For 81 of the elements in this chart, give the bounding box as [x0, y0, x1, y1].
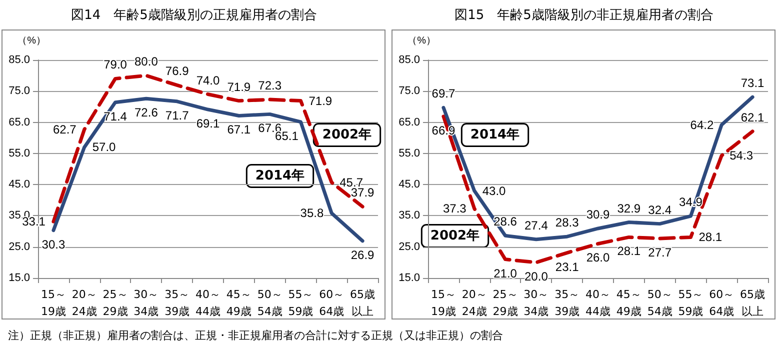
x-tick-label: 15～19歳	[430, 288, 456, 318]
data-label: 73.1	[740, 76, 765, 90]
data-label: 57.0	[92, 140, 116, 154]
chart-title: 図15 年齢5歳階級別の非正規雇用者の割合	[454, 7, 714, 23]
data-label: 76.9	[165, 64, 190, 78]
x-tick-label: 20～24歳	[462, 288, 487, 318]
data-label: 71.9	[308, 94, 332, 108]
y-tick-label: 15.0	[8, 272, 30, 284]
x-tick-label: 60～64歳	[319, 288, 344, 318]
data-label: 28.1	[698, 230, 722, 244]
y-tick-label: 55.0	[8, 147, 30, 160]
y-tick-label: 45.0	[398, 178, 420, 191]
data-label: 80.0	[134, 54, 158, 69]
y-tick-label: 75.0	[8, 85, 30, 98]
y-tick-label: 45.0	[8, 178, 30, 191]
data-label: 62.7	[53, 122, 77, 136]
x-tick-label: 50～54歳	[647, 288, 672, 318]
data-label: 71.9	[227, 80, 251, 94]
data-label: 79.0	[104, 58, 128, 72]
x-tick-label: 65歳以上	[350, 288, 376, 318]
series-label: 2002年	[322, 128, 372, 142]
data-label: 69.7	[432, 86, 456, 101]
data-label: 74.0	[196, 73, 220, 88]
data-label: 21.0	[494, 266, 518, 280]
x-tick-label: 45～49歳	[226, 288, 252, 318]
x-tick-label: 20～24歳	[72, 288, 97, 318]
x-tick-label: 65歳以上	[740, 288, 766, 318]
series-label: 2014年	[255, 168, 305, 184]
y-tick-label: 65.0	[8, 116, 30, 128]
x-tick-label: 30～34歳	[524, 288, 549, 318]
x-tick-label: 15～19歳	[40, 288, 66, 318]
x-tick-label: 40～44歳	[586, 288, 610, 318]
data-label: 26.0	[586, 250, 610, 265]
series-label: 2002年	[430, 228, 480, 244]
x-tick-label: 40～44歳	[196, 288, 220, 318]
y-axis-title: （%）	[17, 36, 46, 46]
x-tick-label: 45～49歳	[616, 288, 642, 318]
data-label: 35.8	[300, 206, 324, 220]
data-label: 71.7	[165, 108, 190, 122]
x-tick-label: 50～54歳	[257, 288, 282, 318]
data-label: 28.1	[617, 244, 641, 258]
y-tick-label: 55.0	[398, 147, 420, 160]
data-label: 64.2	[690, 118, 714, 132]
text: 注）正規（非正規）雇用者の割合は、正規・非正規雇用者の合計に対する正規（又は非正規）の割合	[8, 328, 503, 343]
data-label: 30.3	[42, 237, 66, 252]
x-tick-label: 55～59歳	[678, 288, 704, 318]
data-label: 54.3	[730, 148, 754, 163]
series-label: 2014年	[470, 128, 520, 142]
y-tick-label: 25.0	[398, 240, 420, 253]
y-tick-label: 75.0	[398, 85, 420, 98]
y-tick-label: 35.0	[398, 210, 420, 222]
x-tick-label: 60～64歳	[709, 288, 734, 318]
data-label: 20.0	[524, 269, 548, 284]
y-axis-title: （%）	[407, 36, 436, 46]
data-label: 62.1	[740, 110, 765, 124]
data-label: 72.3	[258, 78, 282, 93]
x-tick-label: 25～29歳	[492, 288, 518, 318]
chart-title: 図14 年齢5歳階級別の正規雇用者の割合	[71, 7, 317, 23]
data-label: 23.1	[555, 260, 580, 274]
data-label: 27.4	[524, 218, 548, 232]
x-tick-label: 35～39歳	[554, 288, 580, 318]
x-tick-label: 30～34歳	[134, 288, 159, 318]
data-label: 32.4	[648, 202, 672, 217]
x-tick-label: 55～59歳	[288, 288, 314, 318]
y-tick-label: 65.0	[398, 116, 420, 128]
data-label: 72.6	[134, 106, 158, 120]
data-label: 32.9	[617, 201, 641, 216]
y-tick-label: 25.0	[8, 240, 30, 253]
data-label: 28.3	[555, 216, 580, 230]
y-tick-label: 85.0	[8, 54, 30, 66]
data-label: 69.1	[196, 116, 220, 131]
y-tick-label: 85.0	[398, 54, 420, 66]
x-tick-label: 35～39歳	[164, 288, 190, 318]
x-tick-label: 25～29歳	[102, 288, 128, 318]
data-label: 43.0	[482, 184, 506, 198]
data-label: 37.3	[443, 202, 467, 216]
data-label: 30.9	[586, 207, 610, 222]
data-label: 67.1	[227, 122, 251, 137]
data-label: 27.7	[648, 245, 672, 260]
y-tick-label: 15.0	[398, 272, 420, 284]
data-label: 26.9	[350, 248, 375, 262]
